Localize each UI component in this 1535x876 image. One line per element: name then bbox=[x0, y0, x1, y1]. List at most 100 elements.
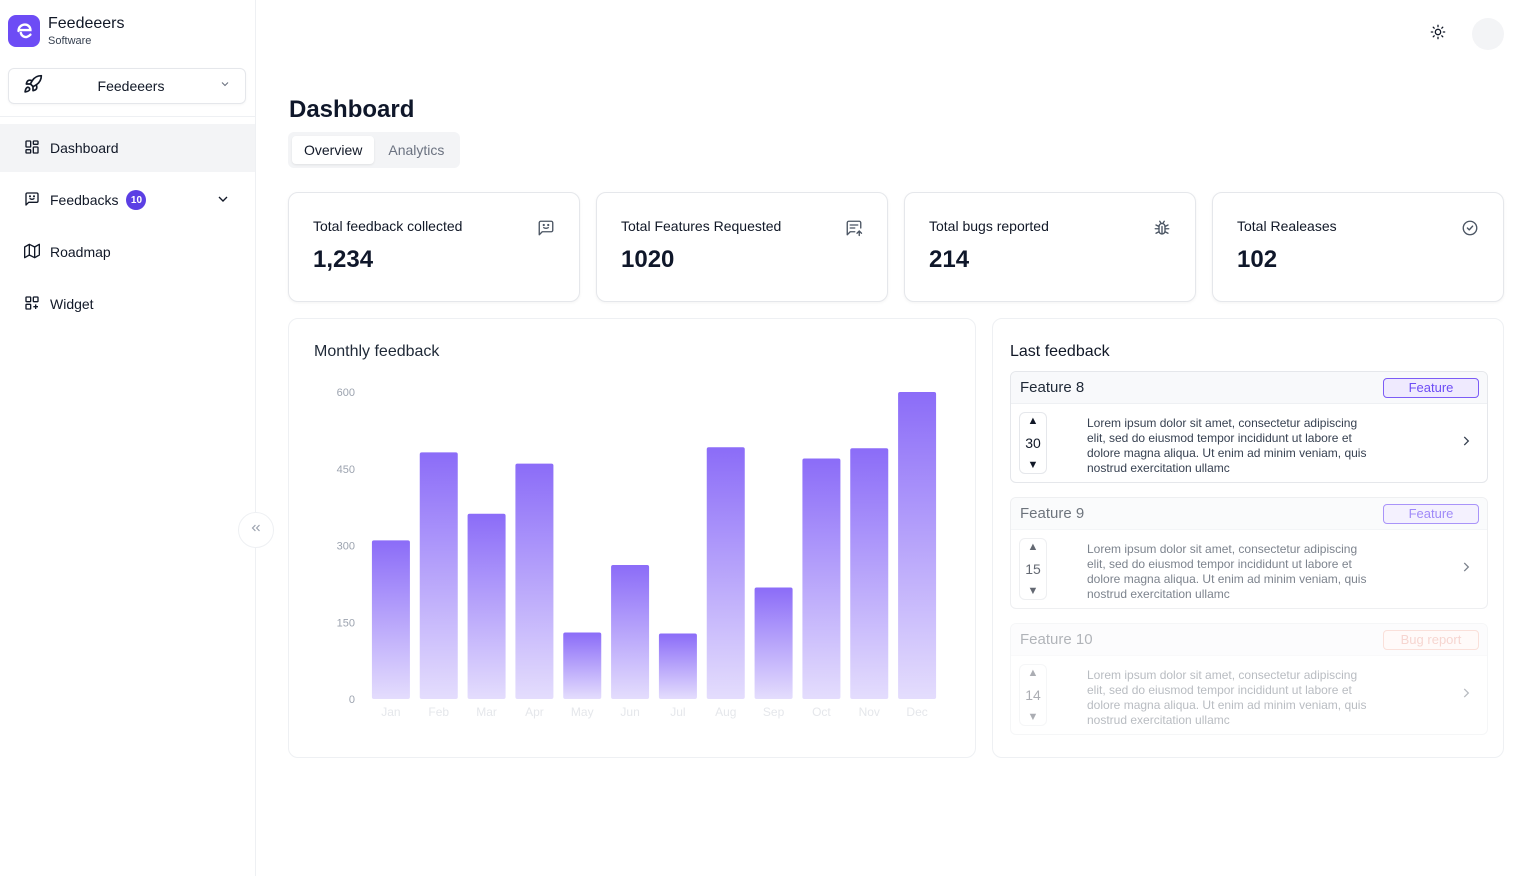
chevron-right-icon[interactable] bbox=[1459, 434, 1473, 448]
vote-control: ▲ 15 ▼ bbox=[1019, 538, 1047, 600]
check-circle-icon bbox=[1461, 219, 1479, 237]
last-feedback-title: Last feedback bbox=[1010, 343, 1110, 360]
sidebar-item-roadmap[interactable]: Roadmap bbox=[0, 228, 255, 276]
x-tick-label: May bbox=[571, 705, 594, 719]
chart-bar-oct[interactable] bbox=[802, 458, 841, 699]
sidebar-item-dashboard[interactable]: Dashboard bbox=[0, 124, 255, 172]
workspace-select[interactable]: Feedeeers bbox=[8, 68, 246, 104]
x-tick-label: Mar bbox=[476, 705, 497, 719]
feedback-tag-badge: Feature bbox=[1383, 377, 1479, 398]
x-tick-label: Aug bbox=[715, 705, 736, 719]
page-title: Dashboard bbox=[289, 96, 415, 123]
message-square-icon bbox=[24, 191, 40, 210]
vote-count: 30 bbox=[1025, 435, 1041, 451]
stat-title: Total bugs reported bbox=[929, 218, 1049, 234]
brand[interactable]: Feedeeers Software bbox=[8, 14, 125, 48]
sidebar-item-widget[interactable]: Widget bbox=[0, 280, 255, 328]
feedbacks-count-badge: 10 bbox=[126, 190, 147, 210]
tabs: Overview Analytics bbox=[288, 132, 461, 168]
chart-bar-mar[interactable] bbox=[467, 513, 506, 699]
avatar[interactable] bbox=[1472, 18, 1504, 50]
theme-toggle-button[interactable] bbox=[1426, 22, 1450, 46]
chevron-right-icon[interactable] bbox=[1459, 560, 1473, 574]
feedback-item[interactable]: Feature 10 Bug report ▲ 14 ▼ Lorem ipsum… bbox=[1010, 623, 1488, 735]
chart-bar-aug[interactable] bbox=[706, 447, 745, 699]
stat-title: Total Features Requested bbox=[621, 218, 782, 234]
feedback-item[interactable]: Feature 8 Feature ▲ 30 ▼ Lorem ipsum dol… bbox=[1010, 371, 1488, 483]
message-square-icon bbox=[537, 219, 555, 237]
brand-logo-icon bbox=[8, 15, 40, 47]
feedback-tag-badge: Bug report bbox=[1383, 629, 1479, 650]
stat-value: 102 bbox=[1237, 246, 1278, 273]
dashboard-grid-icon bbox=[24, 139, 40, 158]
sidebar-item-label: Feedbacks bbox=[50, 192, 119, 208]
x-tick-label: Jul bbox=[670, 705, 685, 719]
sidebar-divider bbox=[0, 116, 255, 117]
upvote-icon[interactable]: ▲ bbox=[1027, 541, 1039, 553]
chart-bar-nov[interactable] bbox=[850, 448, 889, 699]
stat-title: Total Realeases bbox=[1237, 218, 1337, 234]
stat-value: 214 bbox=[929, 246, 970, 273]
widget-plus-grid-icon bbox=[24, 295, 40, 314]
feedback-description: Lorem ipsum dolor sit amet, consectetur … bbox=[1087, 416, 1367, 475]
chevron-down-icon[interactable] bbox=[215, 191, 231, 210]
y-tick-label: 300 bbox=[337, 541, 355, 553]
bug-icon bbox=[1153, 219, 1171, 237]
y-tick-label: 0 bbox=[349, 694, 355, 706]
stat-value: 1020 bbox=[621, 246, 675, 273]
chart-bar-jan[interactable] bbox=[371, 540, 410, 699]
feedback-item[interactable]: Feature 9 Feature ▲ 15 ▼ Lorem ipsum dol… bbox=[1010, 497, 1488, 609]
sidebar: Feedeeers Software Feedeeers Dashboard bbox=[0, 0, 256, 876]
stat-card-releases: Total Realeases 102 bbox=[1212, 192, 1504, 302]
x-tick-label: Jun bbox=[620, 705, 639, 719]
chevrons-left-icon bbox=[249, 521, 263, 540]
y-tick-label: 450 bbox=[337, 464, 355, 476]
x-tick-label: Feb bbox=[428, 705, 449, 719]
chart-bar-may[interactable] bbox=[563, 632, 602, 699]
upvote-icon[interactable]: ▲ bbox=[1027, 415, 1039, 427]
brand-subtitle: Software bbox=[48, 35, 92, 47]
sidebar-item-label: Roadmap bbox=[50, 244, 111, 260]
last-feedback-card: Last feedback Feature 8 Feature ▲ 30 ▼ L… bbox=[992, 318, 1504, 758]
tab-overview[interactable]: Overview bbox=[292, 136, 375, 164]
message-arrow-up-icon bbox=[845, 219, 863, 237]
sidebar-nav: Dashboard Feedbacks 10 Roadmap Widge bbox=[0, 124, 255, 332]
chart-bar-feb[interactable] bbox=[419, 452, 458, 699]
map-icon bbox=[24, 243, 40, 262]
x-tick-label: Apr bbox=[525, 705, 544, 719]
downvote-icon[interactable]: ▼ bbox=[1027, 585, 1039, 597]
chevron-right-icon[interactable] bbox=[1459, 686, 1473, 700]
chevron-down-icon bbox=[219, 77, 231, 95]
x-tick-label: Jan bbox=[381, 705, 400, 719]
chart-bar-apr[interactable] bbox=[515, 463, 554, 699]
tab-analytics[interactable]: Analytics bbox=[388, 142, 445, 158]
monthly-feedback-chart: 0 150 300 450 600 Jan Feb Mar Apr May Jun Jul Aug Sep… bbox=[337, 387, 937, 719]
feedback-name: Feature 10 bbox=[1020, 631, 1093, 648]
chart-bar-dec[interactable] bbox=[898, 392, 937, 699]
rocket-icon bbox=[23, 74, 43, 99]
sidebar-item-label: Dashboard bbox=[50, 140, 119, 156]
downvote-icon[interactable]: ▼ bbox=[1027, 711, 1039, 723]
chart-bar-sep[interactable] bbox=[754, 587, 793, 699]
x-tick-label: Sep bbox=[763, 705, 785, 719]
collapse-sidebar-button[interactable] bbox=[238, 512, 274, 548]
feedback-name: Feature 9 bbox=[1020, 505, 1085, 522]
sidebar-item-feedbacks[interactable]: Feedbacks 10 bbox=[0, 176, 255, 224]
x-tick-label: Dec bbox=[906, 705, 927, 719]
chart-bar-jul[interactable] bbox=[658, 633, 697, 699]
stat-card-features: Total Features Requested 1020 bbox=[596, 192, 888, 302]
vote-count: 15 bbox=[1025, 561, 1041, 577]
chart-bar-jun[interactable] bbox=[611, 564, 650, 699]
stat-card-bugs: Total bugs reported 214 bbox=[904, 192, 1196, 302]
feedback-description: Lorem ipsum dolor sit amet, consectetur … bbox=[1087, 668, 1367, 727]
chart-title: Monthly feedback bbox=[314, 343, 440, 360]
feedback-name: Feature 8 bbox=[1020, 379, 1085, 396]
workspace-label: Feedeeers bbox=[97, 78, 165, 94]
vote-control: ▲ 30 ▼ bbox=[1019, 412, 1047, 474]
monthly-feedback-card: Monthly feedback 0 150 300 450 600 Jan Feb Mar A… bbox=[288, 318, 976, 758]
x-tick-label: Nov bbox=[859, 705, 880, 719]
x-tick-label: Oct bbox=[812, 705, 831, 719]
downvote-icon[interactable]: ▼ bbox=[1027, 459, 1039, 471]
feedback-description: Lorem ipsum dolor sit amet, consectetur … bbox=[1087, 542, 1367, 601]
upvote-icon[interactable]: ▲ bbox=[1027, 667, 1039, 679]
